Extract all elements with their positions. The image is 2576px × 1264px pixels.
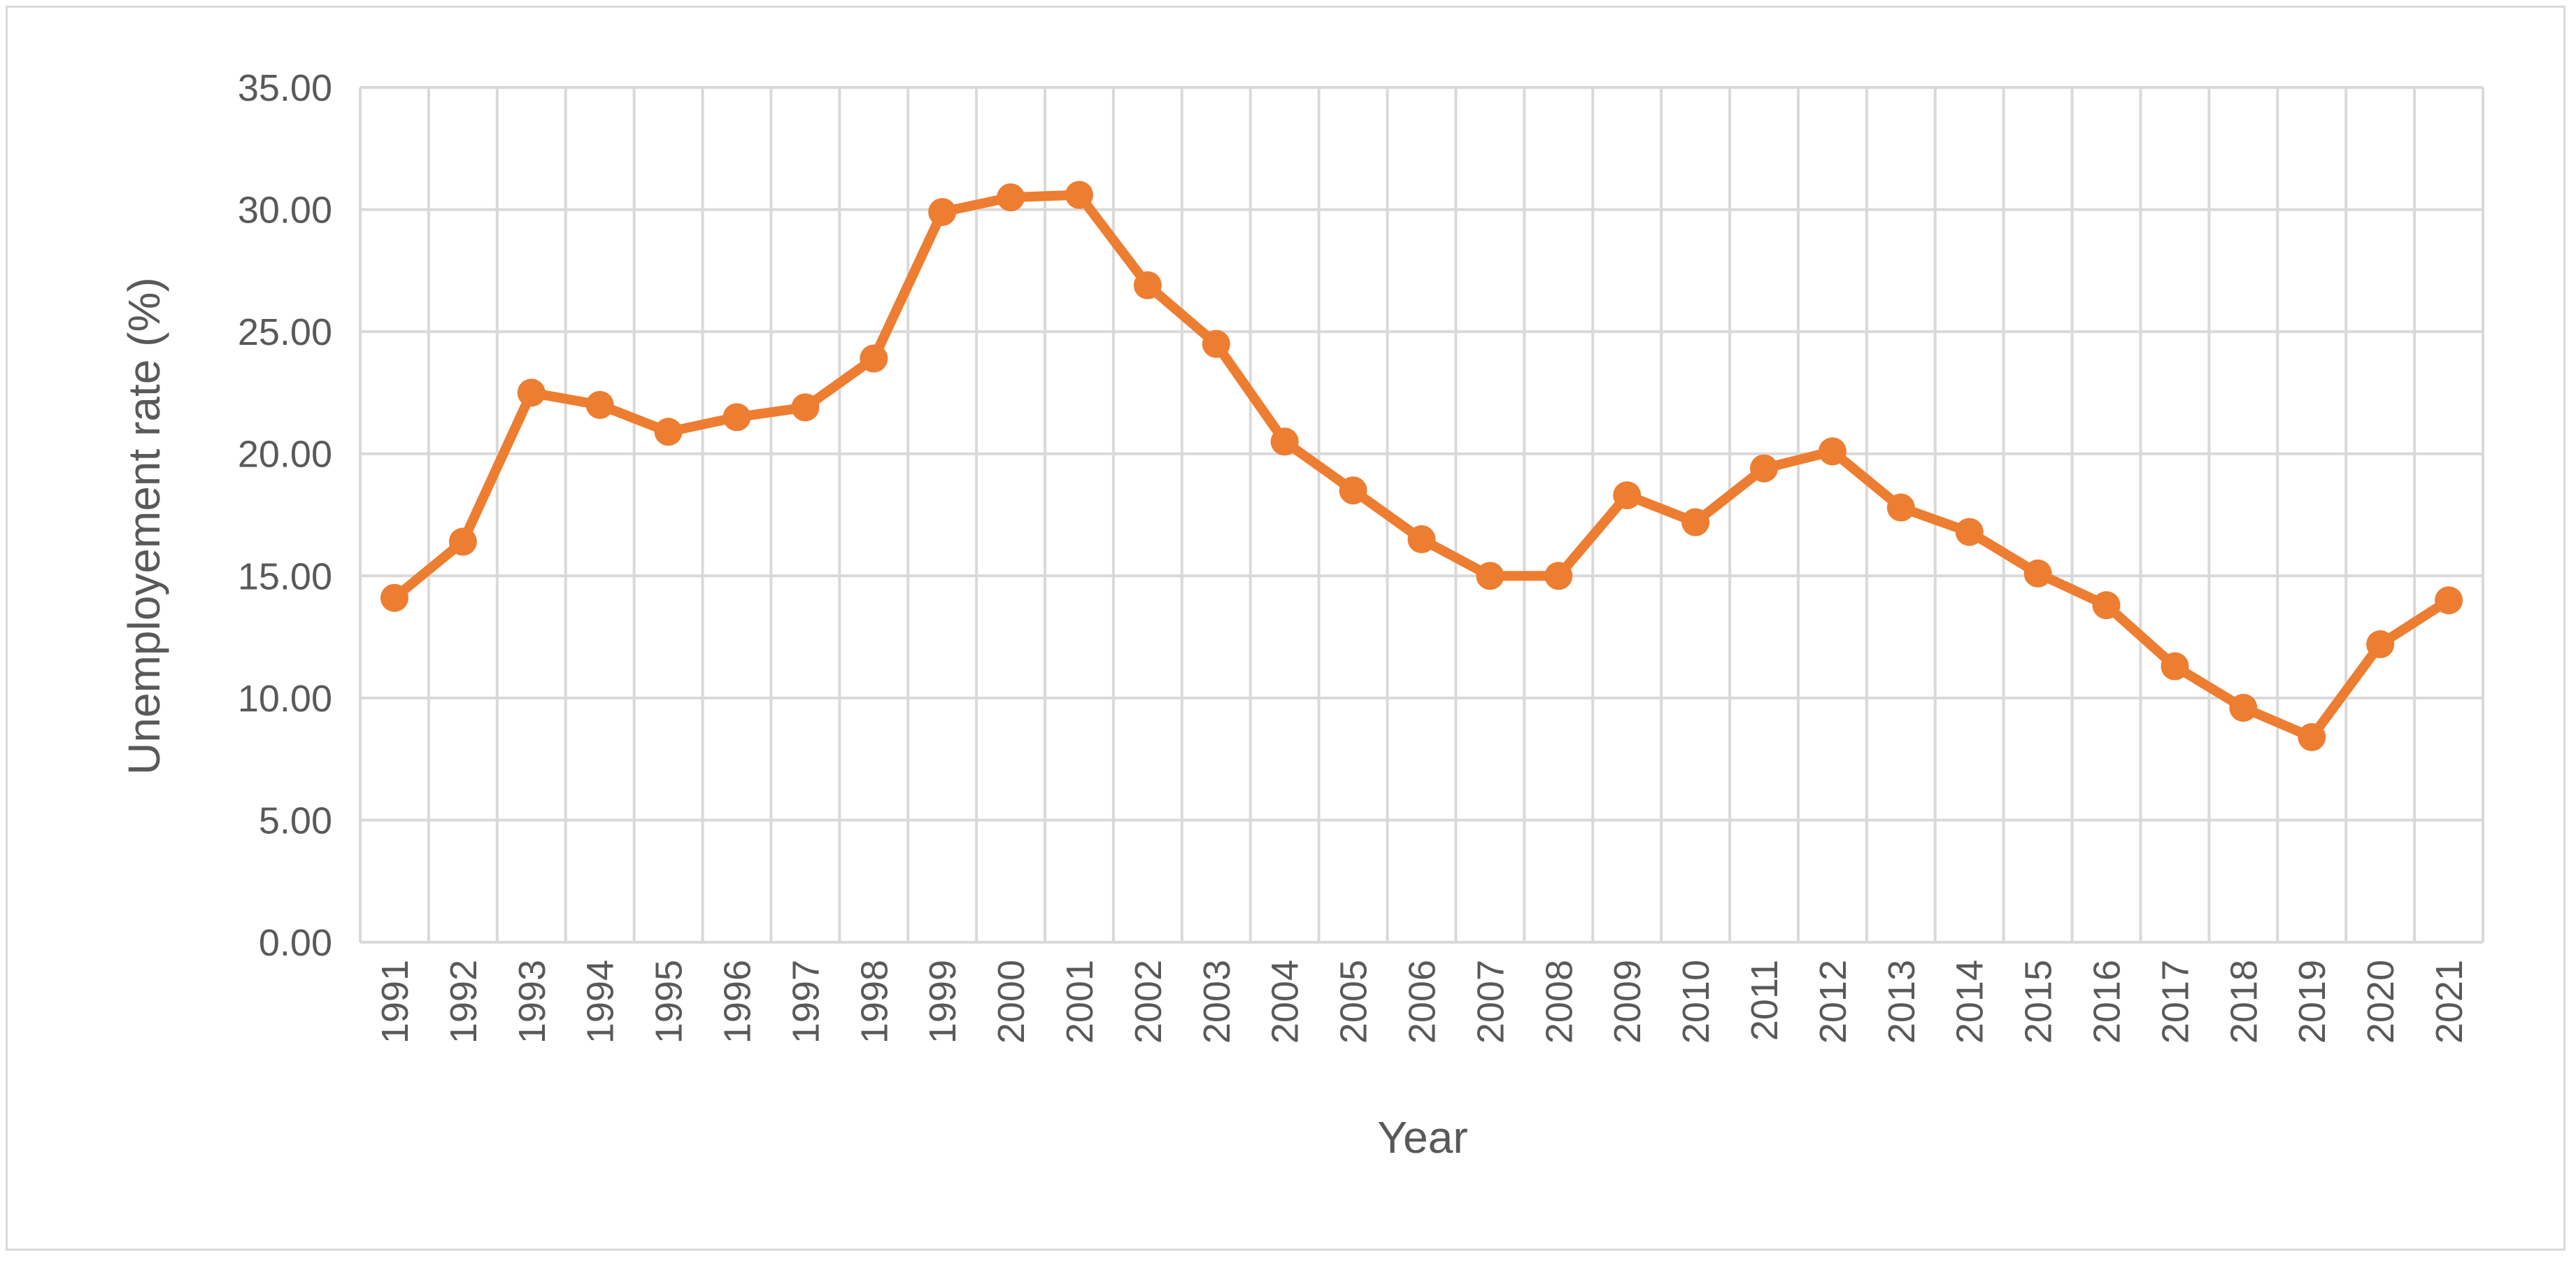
- data-point-2011: [1750, 454, 1779, 483]
- data-point-2003: [1202, 329, 1230, 358]
- x-tick-label: 2008: [1538, 960, 1580, 1044]
- x-tick-label: 2002: [1127, 960, 1169, 1044]
- data-point-1999: [928, 198, 957, 227]
- y-tick-label: 15.00: [238, 555, 332, 597]
- x-tick-label: 2017: [2154, 960, 2196, 1044]
- y-tick-label: 30.00: [238, 190, 332, 232]
- x-tick-label: 2001: [1059, 960, 1101, 1044]
- data-point-2013: [1886, 493, 1915, 522]
- data-point-2016: [2092, 591, 2121, 620]
- data-point-2018: [2229, 693, 2258, 722]
- gridlines: [359, 86, 2484, 944]
- data-point-1992: [448, 527, 477, 556]
- data-point-2007: [1476, 562, 1504, 590]
- data-point-1991: [380, 583, 408, 612]
- data-point-2001: [1065, 180, 1093, 209]
- x-tick-label: 1992: [443, 960, 485, 1044]
- data-point-1997: [791, 393, 820, 422]
- x-tick-label: 1993: [511, 960, 553, 1044]
- y-tick-label: 0.00: [259, 922, 332, 964]
- x-tick-label: 2014: [1949, 960, 1991, 1044]
- y-axis-ticks: 0.00 5.00 10.00 15.00 20.00 25.00 30.00 35.00: [238, 67, 332, 964]
- data-point-1996: [723, 403, 751, 432]
- data-point-2010: [1681, 508, 1710, 537]
- data-point-2005: [1339, 476, 1367, 505]
- data-point-2017: [2161, 652, 2189, 681]
- data-point-2002: [1133, 271, 1162, 299]
- data-point-1994: [585, 390, 614, 419]
- x-tick-label: 2010: [1675, 960, 1717, 1044]
- x-tick-label: 2019: [2291, 960, 2333, 1044]
- data-point-2004: [1270, 427, 1299, 456]
- y-axis-title: Unemployement rate (%): [119, 277, 169, 774]
- x-tick-label: 2012: [1812, 960, 1854, 1044]
- x-tick-label: 2004: [1265, 960, 1307, 1044]
- y-tick-label: 25.00: [238, 311, 332, 353]
- data-point-2015: [2023, 559, 2052, 588]
- x-axis-ticks: 1991 1992 1993 1994 1995 1996 1997 1998 1999 2000…: [374, 960, 2470, 1044]
- x-tick-label: 2000: [990, 960, 1032, 1044]
- x-tick-label: 2021: [2428, 960, 2470, 1044]
- y-tick-label: 10.00: [238, 678, 332, 720]
- x-tick-label: 1994: [580, 960, 622, 1044]
- x-tick-label: 2016: [2086, 960, 2128, 1044]
- x-tick-label: 2020: [2360, 960, 2402, 1044]
- x-tick-label: 2006: [1402, 960, 1444, 1044]
- data-point-1995: [654, 418, 683, 446]
- data-point-1998: [860, 344, 888, 373]
- data-point-1993: [517, 378, 546, 407]
- y-tick-label: 35.00: [238, 67, 332, 109]
- data-point-2006: [1407, 525, 1436, 553]
- data-point-2019: [2298, 723, 2326, 751]
- x-tick-label: 2007: [1470, 960, 1511, 1044]
- y-tick-label: 20.00: [238, 434, 332, 476]
- x-tick-label: 2009: [1607, 960, 1649, 1044]
- data-point-2020: [2366, 630, 2395, 659]
- series-layer: [380, 180, 2463, 751]
- data-point-2008: [1544, 562, 1573, 590]
- x-tick-label: 2011: [1744, 960, 1786, 1041]
- y-tick-label: 5.00: [259, 800, 332, 842]
- x-tick-label: 1991: [374, 960, 416, 1044]
- x-tick-label: 2013: [1881, 960, 1923, 1044]
- data-point-2021: [2435, 586, 2463, 615]
- x-tick-label: 1998: [853, 960, 895, 1044]
- data-point-2012: [1818, 437, 1846, 466]
- data-point-2014: [1955, 518, 1984, 546]
- data-point-2009: [1613, 481, 1642, 510]
- x-tick-label: 1999: [922, 960, 964, 1044]
- x-tick-label: 1996: [716, 960, 758, 1044]
- x-tick-label: 2005: [1333, 960, 1375, 1044]
- x-tick-label: 1997: [785, 960, 827, 1044]
- x-axis-title: Year: [1377, 1112, 1467, 1163]
- x-tick-label: 2018: [2223, 960, 2265, 1044]
- x-tick-label: 1995: [648, 960, 690, 1044]
- x-tick-label: 2003: [1196, 960, 1238, 1044]
- x-tick-label: 2015: [2018, 960, 2060, 1044]
- data-point-2000: [997, 183, 1025, 212]
